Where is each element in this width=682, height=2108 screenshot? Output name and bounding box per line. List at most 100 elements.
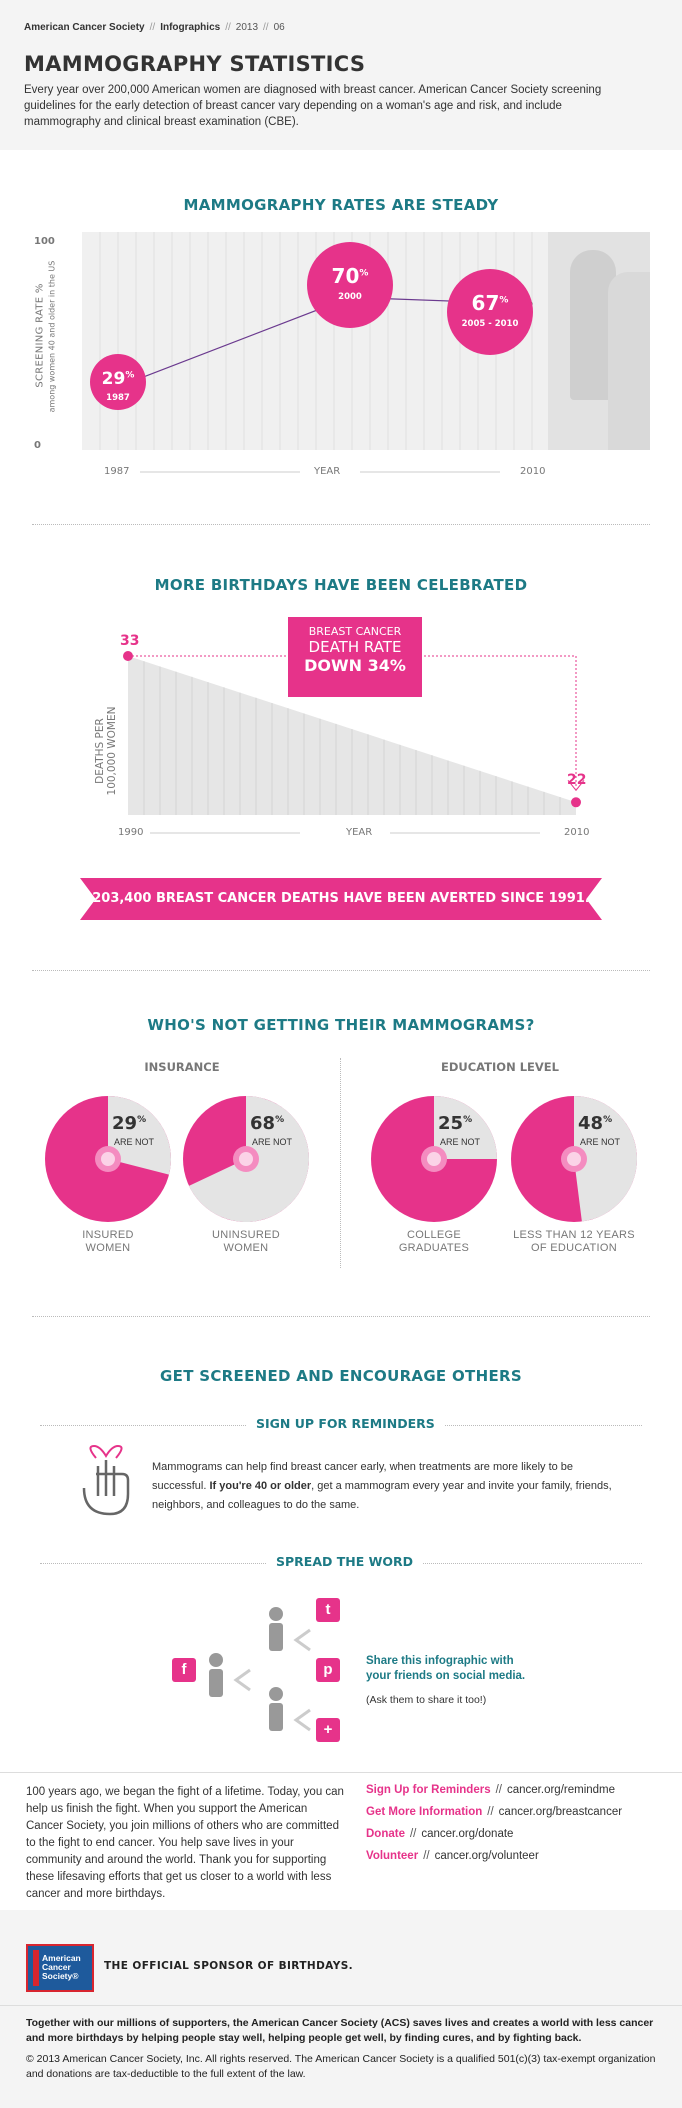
percent-sign: % (275, 1115, 285, 1125)
pie-label: INSURED WOMEN (38, 1229, 178, 1255)
pinterest-icon[interactable]: p (316, 1658, 340, 1682)
pie-label: LESS THAN 12 YEARS OF EDUCATION (504, 1229, 644, 1255)
share-text: Share this infographic with your friends … (366, 1654, 525, 1684)
x-axis-start: 1987 (104, 466, 130, 477)
pie-chart (183, 1096, 309, 1222)
pie-not-label: ARE NOT (252, 1137, 293, 1147)
education-title: EDUCATION LEVEL (441, 1060, 559, 1074)
resource-url[interactable]: cancer.org/remindme (507, 1784, 616, 1796)
mammography-machine-illustration (548, 232, 650, 450)
intro-text: Every year over 200,000 American women a… (24, 84, 602, 128)
percent-sign: % (499, 295, 509, 306)
sword-icon (33, 1950, 39, 1986)
twitter-icon[interactable]: t (316, 1598, 340, 1622)
pie-slice-not (574, 1096, 637, 1222)
pie-label-line-1: UNINSURED (211, 1229, 281, 1241)
percent-sign: % (603, 1115, 613, 1125)
reminders-title: SIGN UP FOR REMINDERS (246, 1416, 445, 1431)
percent-sign: % (125, 369, 135, 380)
start-point (123, 651, 133, 661)
resource-link[interactable]: Get More Information (366, 1806, 483, 1818)
breadcrumb: American Cancer Society // Infographics // 2… (24, 22, 285, 33)
plus-icon[interactable]: + (316, 1718, 340, 1742)
breadcrumb-separator: // (263, 22, 269, 33)
resource-link[interactable]: Volunteer (366, 1850, 419, 1862)
pie-label-line-1: INSURED (82, 1229, 134, 1241)
deaths-averted-banner: 203,400 BREAST CANCER DEATHS HAVE BEEN A… (80, 878, 602, 920)
resource-link-row: Donate // cancer.org/donate (366, 1828, 513, 1840)
callout-line-2: DEATH RATE (308, 638, 402, 656)
social-network-illustration (209, 1607, 311, 1732)
pie-chart (371, 1096, 497, 1222)
person-icon (269, 1687, 283, 1731)
facebook-icon[interactable]: f (172, 1658, 196, 1682)
share-subtext: (Ask them to share it too!) (366, 1694, 487, 1706)
callout-line-3: DOWN 34% (304, 656, 406, 675)
share-connector-icon (233, 1628, 311, 1732)
callout-line-1: BREAST CANCER (308, 625, 402, 638)
pie-center (101, 1152, 115, 1166)
resource-link-row: Get More Information // cancer.org/breastc… (366, 1806, 622, 1818)
breadcrumb-separator: // (225, 22, 231, 33)
acs-logo[interactable]: American Cancer Society® (26, 1944, 94, 1992)
pie-slice-not (108, 1096, 171, 1175)
section-divider (32, 524, 650, 525)
breadcrumb-section[interactable]: Infographics (160, 22, 221, 33)
person-icon (209, 1653, 223, 1697)
pie-label-line-1: COLLEGE (406, 1229, 462, 1241)
resource-link[interactable]: Sign Up for Reminders (366, 1784, 491, 1796)
encourage-title: GET SCREENED AND ENCOURAGE OTHERS (160, 1367, 522, 1385)
spread-title: SPREAD THE WORD (266, 1554, 424, 1569)
page-header (0, 0, 682, 150)
x-axis-start: 1990 (118, 827, 144, 838)
link-separator: // (487, 1806, 494, 1818)
pie-label-line-2: OF EDUCATION (531, 1242, 617, 1254)
start-value-label: 33 (120, 633, 140, 649)
rate-bubble: 70% 2000 (306, 241, 394, 329)
finger-ribbon-icon (82, 1444, 130, 1516)
pie-label-line-2: GRADUATES (398, 1242, 470, 1254)
x-axis-end: 2010 (520, 466, 546, 477)
decline-connector (128, 655, 577, 789)
breadcrumb-number: 06 (273, 22, 285, 33)
resource-url[interactable]: cancer.org/breastcancer (498, 1806, 623, 1818)
pie-not-label: ARE NOT (440, 1137, 481, 1147)
support-text: 100 years ago, we began the fight of a l… (26, 1786, 344, 1900)
logo-line-2: Cancer (42, 1962, 71, 1972)
x-axis-end: 2010 (564, 827, 590, 838)
rate-value: 29% (101, 368, 135, 389)
page-title: MAMMOGRAPHY STATISTICS (24, 52, 366, 76)
pie-value: 48% (578, 1113, 613, 1134)
rate-value: 70% (331, 264, 369, 289)
resource-link-row: Volunteer // cancer.org/volunteer (366, 1850, 539, 1862)
resource-url[interactable]: cancer.org/donate (421, 1828, 514, 1840)
resource-link[interactable]: Donate (366, 1828, 405, 1840)
rate-year: 2000 (338, 292, 362, 303)
footer-copyright: © 2013 American Cancer Society, Inc. All… (26, 2053, 656, 2080)
pie-value: 29% (112, 1113, 147, 1134)
breadcrumb-org[interactable]: American Cancer Society (24, 22, 145, 33)
x-axis-label: YEAR (314, 466, 341, 477)
y-axis-bottom: 0 (34, 440, 41, 451)
reminders-bold: If you're 40 or older (209, 1480, 312, 1492)
arrow-down-icon (567, 779, 585, 792)
rates-title: MAMMOGRAPHY RATES ARE STEADY (183, 196, 499, 214)
breadcrumb-separator: // (149, 22, 156, 33)
logo-line-3: Society® (42, 1971, 79, 1981)
resource-url[interactable]: cancer.org/volunteer (434, 1850, 539, 1862)
reminders-text-a: Mammograms can help find breast cancer e… (152, 1461, 574, 1492)
end-point (571, 797, 581, 808)
link-separator: // (423, 1850, 430, 1862)
pie-label: UNINSURED WOMEN (176, 1229, 316, 1255)
pie-slice-not (434, 1096, 497, 1159)
reminders-text: Mammograms can help find breast cancer e… (152, 1458, 612, 1515)
pie-chart (511, 1096, 637, 1222)
pie-chart (45, 1096, 171, 1222)
section-divider (32, 1316, 650, 1317)
percent-sign: % (463, 1115, 473, 1125)
end-value-label: 22 (567, 772, 587, 788)
rate-bubble: 29% 1987 (90, 354, 146, 410)
pie-not-label: ARE NOT (580, 1137, 621, 1147)
group-divider (340, 1058, 341, 1268)
sponsor-tagline: THE OFFICIAL SPONSOR OF BIRTHDAYS. (104, 1960, 354, 1972)
